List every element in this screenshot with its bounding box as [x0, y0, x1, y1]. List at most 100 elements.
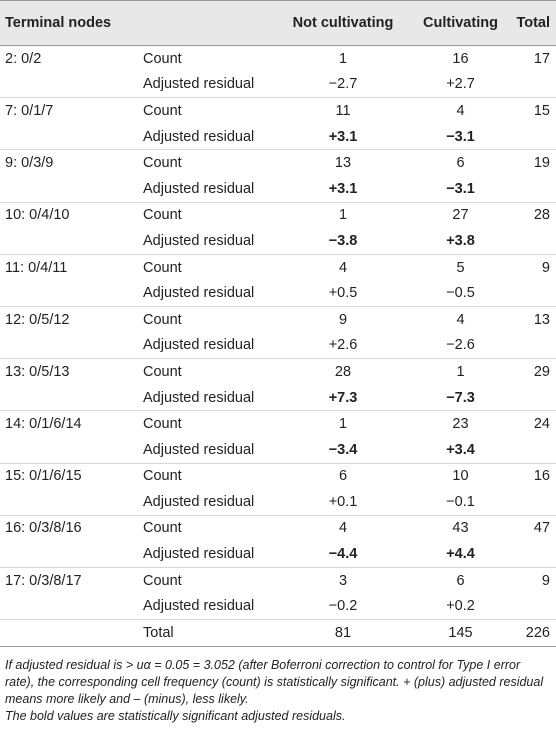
- table-cell: −0.5: [446, 285, 475, 302]
- table-cell: Count: [138, 514, 273, 542]
- footnote: The bold values are statistically signif…: [5, 708, 346, 723]
- table-row: 16: 0/3/8/16 Count 4 43 47: [0, 514, 556, 542]
- table-row: 11: 0/4/11 Count 4 5 9: [0, 253, 556, 281]
- table-cell: 28: [273, 358, 413, 385]
- table-cell: 7: 0/1/7: [0, 97, 138, 124]
- table-cell: 47: [508, 514, 556, 542]
- column-header: Total: [508, 0, 556, 46]
- table-row: Total 81 145 226: [0, 619, 556, 647]
- footnote: If adjusted residual is > uα = 0.05 = 3.…: [5, 657, 544, 706]
- table-cell: [508, 333, 556, 359]
- table-cell: 12: 0/5/12: [0, 305, 138, 333]
- table-cell: [0, 437, 138, 463]
- table-cell: +0.1: [328, 493, 358, 510]
- table-cell: −3.8: [328, 232, 358, 249]
- table-cell: 5: [413, 253, 508, 281]
- table-cell: +3.1: [328, 128, 358, 145]
- table-row: Adjusted residual +3.1 −3.1: [0, 124, 556, 150]
- table-cell: [0, 333, 138, 359]
- table-cell: [508, 593, 556, 619]
- column-header: [138, 0, 273, 46]
- table-cell: [0, 619, 138, 647]
- table-cell: Count: [138, 305, 273, 333]
- table-cell: 1: [273, 410, 413, 437]
- table-cell: [0, 176, 138, 202]
- table-cell: [0, 280, 138, 306]
- table-cell: 15: 0/1/6/15: [0, 462, 138, 490]
- table-cell: Adjusted residual: [143, 128, 255, 145]
- table-cell: 6: [413, 149, 508, 176]
- table-cell: Adjusted residual: [143, 232, 255, 249]
- table-cell: −3.1: [446, 180, 475, 197]
- table-row: Adjusted residual +0.5 −0.5: [0, 280, 556, 306]
- table-cell: 43: [413, 514, 508, 542]
- table-cell: [508, 72, 556, 98]
- table-cell: Count: [138, 201, 273, 229]
- table-cell: Count: [138, 253, 273, 281]
- table-row: Adjusted residual +0.1 −0.1: [0, 489, 556, 515]
- table-row: Adjusted residual −2.7 +2.7: [0, 72, 556, 98]
- table-row: 15: 0/1/6/15 Count 6 10 16: [0, 462, 556, 490]
- table-row: 9: 0/3/9 Count 13 6 19: [0, 149, 556, 176]
- table-cell: 11: 0/4/11: [0, 253, 138, 281]
- table-cell: [508, 124, 556, 150]
- table-cell: 13: 0/5/13: [0, 358, 138, 385]
- table-cell: 1: [413, 358, 508, 385]
- table-cell: [0, 541, 138, 567]
- table-cell: Count: [138, 97, 273, 124]
- table-cell: [0, 593, 138, 619]
- table-cell: −4.4: [328, 546, 358, 563]
- table-cell: [508, 541, 556, 567]
- table-cell: 11: [273, 97, 413, 124]
- table-cell: 28: [508, 201, 556, 229]
- column-header: Not cultivating: [273, 0, 413, 46]
- table-cell: −2.7: [328, 76, 358, 93]
- table-cell: +2.7: [446, 76, 475, 93]
- table-cell: 3: [273, 566, 413, 594]
- table-cell: 27: [413, 201, 508, 229]
- table-row: Adjusted residual −4.4 +4.4: [0, 541, 556, 567]
- table-cell: −0.1: [446, 493, 475, 510]
- table-row: 12: 0/5/12 Count 9 4 13: [0, 305, 556, 333]
- table-cell: 16: 0/3/8/16: [0, 514, 138, 542]
- table-cell: 19: [508, 149, 556, 176]
- table-cell: Adjusted residual: [143, 337, 255, 354]
- table-row: 14: 0/1/6/14 Count 1 23 24: [0, 410, 556, 437]
- table-cell: +0.5: [328, 285, 358, 302]
- table-cell: 6: [273, 462, 413, 490]
- table-cell: Adjusted residual: [143, 285, 255, 302]
- table-cell: 2: 0/2: [5, 50, 42, 67]
- table-cell: 9: [273, 305, 413, 333]
- table-cell: Count: [138, 566, 273, 594]
- table-cell: [0, 489, 138, 515]
- table-cell: Adjusted residual: [143, 598, 255, 615]
- table-cell: [508, 280, 556, 306]
- table-cell: Adjusted residual: [143, 76, 255, 93]
- table-cell: −2.6: [446, 337, 475, 354]
- table-cell: 4: [413, 97, 508, 124]
- footnotes: If adjusted residual is > uα = 0.05 = 3.…: [0, 647, 556, 725]
- table-cell: 29: [508, 358, 556, 385]
- table-cell: −3.4: [328, 441, 358, 458]
- table-cell: Adjusted residual: [143, 546, 255, 563]
- table-row: 7: 0/1/7 Count 11 4 15: [0, 97, 556, 124]
- table-cell: +7.3: [328, 389, 358, 406]
- table-cell: [0, 124, 138, 150]
- table-cell: 1: [338, 50, 348, 67]
- table-cell: Count: [138, 358, 273, 385]
- table-cell: 17: 0/3/8/17: [0, 566, 138, 594]
- table-cell: 16: [452, 50, 469, 67]
- table-row: Adjusted residual −3.4 +3.4: [0, 437, 556, 463]
- header-row: Terminal nodes Not cultivating Cultivating…: [0, 0, 556, 46]
- table-row: 17: 0/3/8/17 Count 3 6 9: [0, 566, 556, 594]
- table-cell: +3.4: [446, 441, 475, 458]
- table-cell: Adjusted residual: [143, 441, 255, 458]
- table-cell: 4: [413, 305, 508, 333]
- table-cell: 17: [533, 50, 550, 67]
- table-cell: 226: [508, 619, 556, 647]
- table-cell: [0, 72, 138, 98]
- table-cell: 9: [508, 566, 556, 594]
- table-cell: [0, 385, 138, 411]
- table-cell: +3.1: [328, 180, 358, 197]
